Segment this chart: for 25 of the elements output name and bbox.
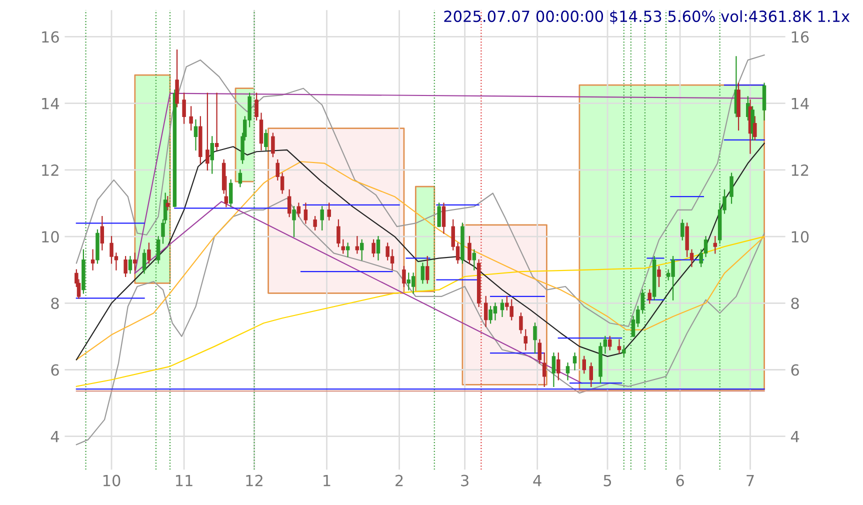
x-tick-label: 1 <box>324 474 330 486</box>
y2-tick-label: 10 <box>792 231 809 243</box>
x-tick-label: 10 <box>103 474 120 486</box>
chart-title: 2025.07.07 00:00:00 $14.53 5.60% vol:4361.8K 1.1x <box>444 10 850 24</box>
y-tick-label: 8 <box>51 298 59 310</box>
y2-tick-label: 14 <box>792 98 809 110</box>
y-tick-label: 6 <box>51 364 59 376</box>
x-tick-label: 2 <box>396 474 403 486</box>
y-tick-label: 14 <box>42 98 60 110</box>
x-tick-label: 5 <box>604 474 612 486</box>
x-tick-label: 6 <box>676 474 684 486</box>
x-tick-label: 4 <box>533 474 542 486</box>
y-tick-label: 4 <box>50 431 60 442</box>
y-tick-label: 10 <box>42 231 59 243</box>
x-tick-label: 3 <box>461 474 468 486</box>
y2-tick-label: 12 <box>792 164 808 176</box>
y-tick-label: 16 <box>42 31 59 43</box>
y2-tick-label: 6 <box>791 364 799 376</box>
y2-tick-label: 4 <box>790 431 800 442</box>
x-tick-label: 12 <box>246 474 262 486</box>
x-tick-label: 7 <box>746 474 754 486</box>
y2-tick-label: 8 <box>791 298 799 310</box>
y2-tick-label: 16 <box>792 31 809 43</box>
x-tick-label: 11 <box>176 474 192 486</box>
y-tick-label: 12 <box>42 164 58 176</box>
